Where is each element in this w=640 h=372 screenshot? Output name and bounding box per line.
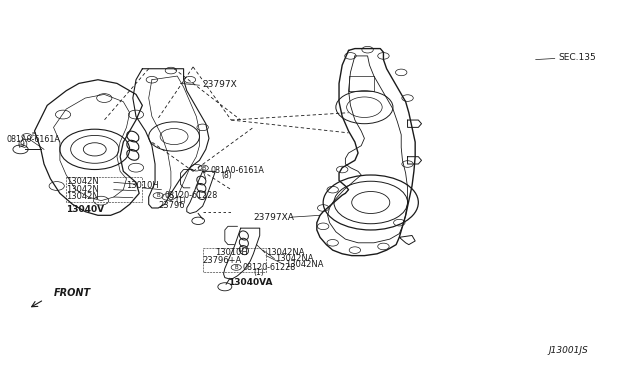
Text: 13042N: 13042N — [66, 185, 99, 194]
Text: B: B — [156, 193, 160, 198]
Text: 08120-61228: 08120-61228 — [243, 263, 296, 272]
Text: 13040VA: 13040VA — [228, 278, 273, 286]
Text: 13040V: 13040V — [66, 205, 104, 214]
Text: 13042NA: 13042NA — [276, 254, 314, 263]
Text: B: B — [31, 132, 35, 137]
Text: (8): (8) — [221, 171, 232, 180]
Text: B: B — [234, 265, 238, 270]
Text: 23797XA: 23797XA — [253, 213, 294, 222]
Text: 13042N: 13042N — [66, 192, 99, 202]
Text: (1): (1) — [175, 196, 186, 205]
Text: SEC.135: SEC.135 — [558, 52, 596, 61]
Text: 23797X: 23797X — [203, 80, 237, 89]
Text: 081A0-6161A: 081A0-6161A — [211, 166, 265, 175]
Text: (9): (9) — [17, 140, 28, 149]
Text: FRONT: FRONT — [54, 288, 91, 298]
Text: 23796+A: 23796+A — [203, 256, 242, 265]
Text: 13042N: 13042N — [66, 177, 99, 186]
Text: 13010H: 13010H — [127, 181, 159, 190]
Text: B: B — [201, 166, 205, 170]
Text: 23796: 23796 — [158, 201, 185, 209]
Text: 081A0-6161A: 081A0-6161A — [6, 135, 60, 144]
Text: 13010H: 13010H — [215, 248, 248, 257]
Text: 08120-61228: 08120-61228 — [164, 191, 218, 200]
Text: 13042NA: 13042NA — [285, 260, 324, 269]
Text: J13001JS: J13001JS — [548, 346, 588, 355]
Text: 13042NA: 13042NA — [266, 248, 305, 257]
Text: (1): (1) — [253, 268, 264, 278]
